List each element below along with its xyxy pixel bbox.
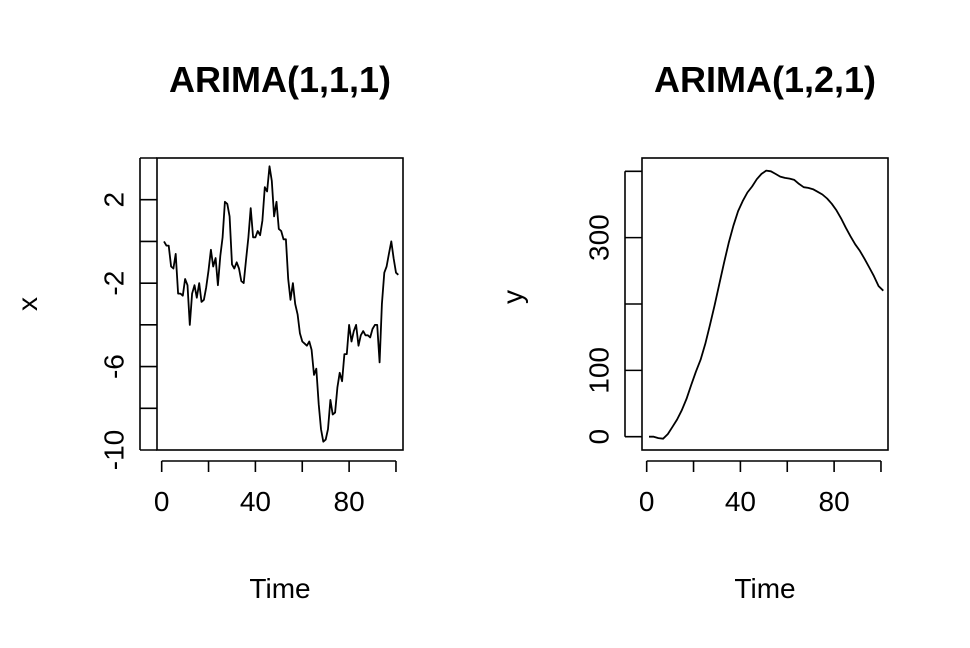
chart-arima-121: ARIMA(1,2,1) 0 40 80 0 100 300 Time y: [497, 59, 889, 604]
y-tick-label: -6: [98, 354, 129, 379]
series-line: [649, 169, 884, 440]
series-line: [163, 165, 399, 443]
x-tick-label: 40: [725, 486, 756, 517]
x-axis: 0 40 80: [639, 460, 882, 517]
y-axis-label: y: [497, 290, 528, 304]
chart-title: ARIMA(1,1,1): [169, 59, 391, 100]
y-tick-label: 2: [98, 192, 129, 208]
y-tick-label: 100: [583, 347, 614, 394]
y-axis: -10 -6 -2 2: [98, 157, 157, 470]
x-tick-label: 80: [819, 486, 850, 517]
x-tick-label: 80: [334, 486, 365, 517]
y-tick-label: -2: [98, 271, 129, 296]
y-tick-label: -10: [98, 430, 129, 470]
chart-title: ARIMA(1,2,1): [654, 59, 876, 100]
x-tick-label: 0: [154, 486, 170, 517]
y-tick-label: 0: [583, 429, 614, 445]
x-axis-label: Time: [249, 573, 310, 604]
plot-frame: [641, 157, 889, 451]
x-tick-label: 40: [240, 486, 271, 517]
x-tick-label: 0: [639, 486, 655, 517]
chart-arima-111: ARIMA(1,1,1) 0 40 80 -10 -6 -2 2 Time x: [12, 59, 404, 604]
x-axis-label: Time: [734, 573, 795, 604]
y-tick-label: 300: [583, 214, 614, 261]
y-axis-label: x: [12, 297, 43, 311]
y-axis: 0 100 300: [583, 170, 642, 445]
x-axis: 0 40 80: [154, 460, 397, 517]
plot-frame: [156, 157, 404, 451]
